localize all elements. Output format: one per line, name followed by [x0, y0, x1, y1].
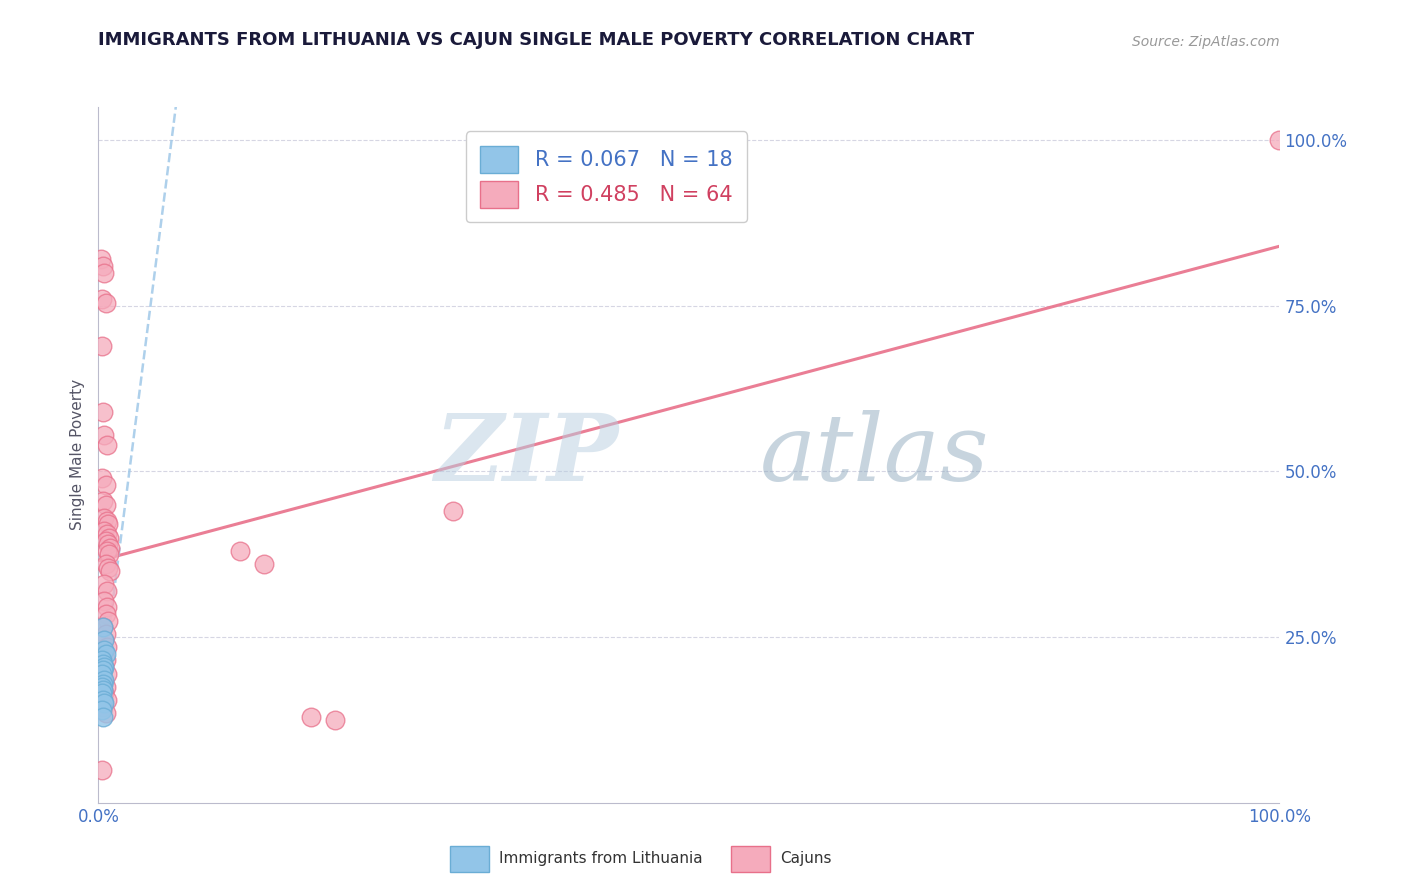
Point	[96, 514, 118, 528]
Point	[91, 647, 114, 661]
Point	[94, 647, 117, 661]
Point	[1268, 133, 1291, 147]
Point	[91, 683, 114, 698]
Point	[91, 620, 114, 634]
Point	[94, 477, 117, 491]
Point	[94, 680, 117, 694]
Point	[91, 699, 114, 714]
Point	[96, 693, 118, 707]
Point	[97, 614, 120, 628]
Point	[94, 627, 117, 641]
Point	[91, 338, 114, 352]
Point	[96, 544, 118, 558]
Point	[97, 517, 120, 532]
Point	[93, 511, 115, 525]
Text: IMMIGRANTS FROM LITHUANIA VS CAJUN SINGLE MALE POVERTY CORRELATION CHART: IMMIGRANTS FROM LITHUANIA VS CAJUN SINGL…	[98, 31, 974, 49]
Point	[96, 438, 118, 452]
Point	[91, 763, 114, 777]
Point	[91, 620, 114, 634]
Point	[94, 534, 117, 549]
Point	[91, 666, 114, 681]
Y-axis label: Single Male Poverty: Single Male Poverty	[69, 379, 84, 531]
Legend: R = 0.067   N = 18, R = 0.485   N = 64: R = 0.067 N = 18, R = 0.485 N = 64	[465, 131, 747, 222]
Point	[91, 657, 114, 671]
Point	[91, 709, 114, 723]
Point	[91, 693, 114, 707]
Point	[96, 600, 118, 615]
Point	[91, 676, 114, 690]
Point	[93, 673, 115, 688]
Point	[96, 527, 118, 541]
Text: Source: ZipAtlas.com: Source: ZipAtlas.com	[1132, 35, 1279, 49]
Point	[323, 713, 346, 727]
Text: Immigrants from Lithuania: Immigrants from Lithuania	[499, 852, 703, 866]
Point	[93, 577, 115, 591]
Point	[93, 697, 115, 711]
Text: Cajuns: Cajuns	[780, 852, 832, 866]
Point	[93, 593, 115, 607]
Point	[90, 252, 112, 267]
Point	[94, 498, 117, 512]
Point	[94, 706, 117, 721]
Text: ZIP: ZIP	[434, 410, 619, 500]
Point	[93, 266, 115, 280]
Point	[97, 560, 120, 574]
Point	[93, 643, 115, 657]
Point	[299, 709, 322, 723]
Point	[93, 633, 115, 648]
Point	[91, 405, 114, 419]
Point	[98, 564, 121, 578]
Point	[91, 653, 114, 667]
Point	[98, 531, 121, 545]
Point	[93, 660, 115, 674]
Point	[91, 471, 114, 485]
Point	[91, 686, 114, 700]
Text: atlas: atlas	[759, 410, 990, 500]
Point	[91, 673, 114, 688]
Point	[93, 524, 115, 538]
Point	[94, 653, 117, 667]
Point	[96, 583, 118, 598]
Point	[93, 686, 115, 700]
Point	[94, 607, 117, 621]
Point	[91, 292, 114, 306]
Point	[98, 547, 121, 561]
Point	[96, 640, 118, 654]
Point	[441, 504, 464, 518]
Point	[91, 703, 114, 717]
Point	[93, 660, 115, 674]
Point	[91, 259, 114, 273]
Point	[97, 537, 120, 551]
Point	[93, 633, 115, 648]
Point	[253, 558, 276, 572]
Point	[229, 544, 252, 558]
Point	[91, 663, 114, 677]
Point	[94, 558, 117, 572]
Point	[94, 295, 117, 310]
Point	[98, 541, 121, 555]
Point	[91, 680, 114, 694]
Point	[91, 494, 114, 508]
Point	[96, 666, 118, 681]
Point	[93, 428, 115, 442]
